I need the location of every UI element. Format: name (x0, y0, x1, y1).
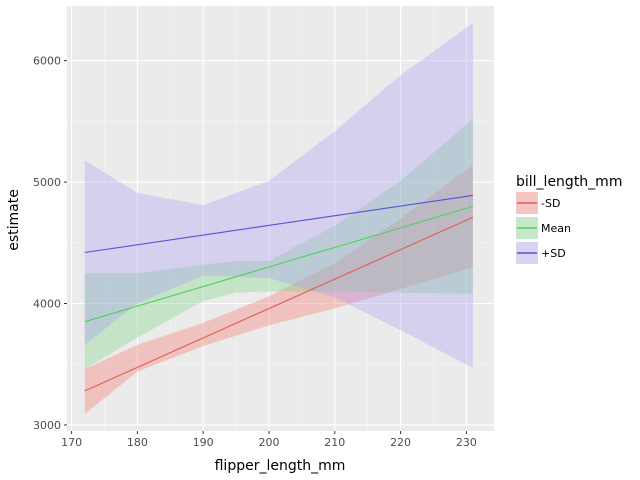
y-tick-label: 3000 (33, 419, 61, 432)
legend-label: -SD (541, 197, 560, 210)
x-tick-label: 230 (456, 436, 477, 449)
series-lines (84, 194, 474, 392)
y-axis-title: estimate (6, 189, 22, 251)
x-tick-label: 190 (193, 436, 214, 449)
x-axis-title: flipper_length_mm (215, 458, 346, 474)
x-tick-label: 170 (61, 436, 82, 449)
x-tick-label: 210 (324, 436, 345, 449)
line-series-2 (84, 205, 474, 323)
ribbon-series-2 (84, 118, 473, 370)
plot-panel (67, 6, 494, 431)
ribbon-series-3 (84, 23, 473, 368)
minor-gridlines (67, 6, 494, 431)
confidence-ribbons (84, 23, 473, 414)
ribbon-series-1 (84, 165, 473, 414)
y-tick-label: 6000 (33, 55, 61, 68)
y-tick-label: 5000 (33, 176, 61, 189)
line-series-3 (84, 194, 473, 254)
x-tick-label: 180 (127, 436, 148, 449)
legend: bill_length_mm -SD Mean +SD (516, 174, 622, 264)
line-series-1 (84, 216, 474, 392)
y-tick-label: 4000 (33, 298, 61, 311)
legend-label: +SD (541, 247, 566, 260)
major-gridlines (67, 6, 494, 431)
x-tick-label: 220 (390, 436, 411, 449)
x-axis: 170 180 190 200 210 220 230 (61, 431, 477, 449)
legend-label: Mean (541, 222, 571, 235)
x-tick-label: 200 (258, 436, 279, 449)
legend-title: bill_length_mm (516, 174, 622, 190)
y-axis: 3000 4000 5000 6000 (33, 55, 67, 432)
